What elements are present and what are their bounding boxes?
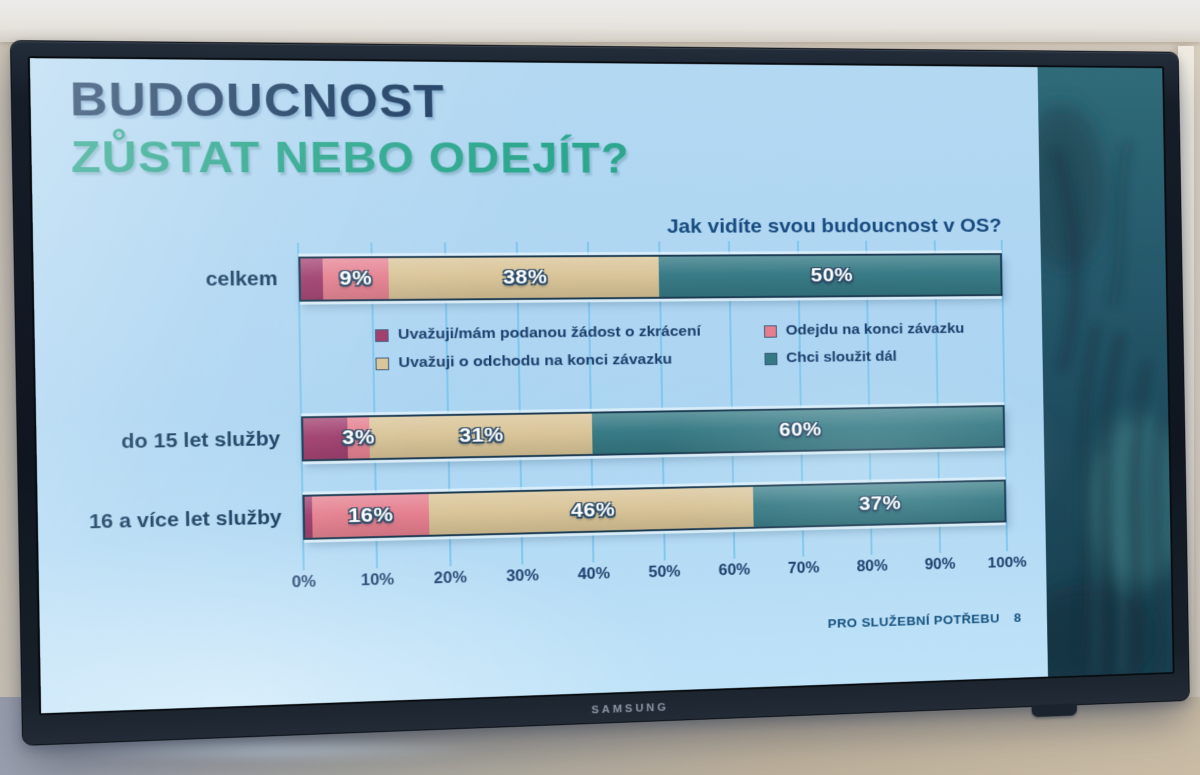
legend: Uvažuji/mám podanou žádost o zkrácení Ode…	[374, 320, 965, 373]
x-tick-label: 10%	[360, 571, 395, 590]
legend-label: Chci sloužit dál	[786, 348, 898, 366]
legend-item: Odejdu na konci závazku	[763, 320, 965, 340]
wall-top	[0, 0, 1200, 42]
x-tick-label: 60%	[718, 562, 751, 580]
x-tick-label: 100%	[987, 554, 1027, 572]
x-tick-label: 30%	[505, 567, 539, 586]
x-tick-label: 40%	[577, 565, 611, 584]
legend-item: Chci sloužit dál	[764, 348, 965, 367]
x-tick-label: 70%	[787, 560, 820, 578]
legend-swatch	[764, 352, 778, 365]
x-tick-label: 0%	[291, 573, 317, 592]
slide-title-line2: ZŮSTAT NEBO ODEJÍT?	[70, 131, 631, 183]
presentation-slide: BUDOUCNOST ZŮSTAT NEBO ODEJÍT? Jak vidít…	[29, 58, 1173, 714]
footer-classification: PRO SLUŽEBNÍ POTŘEBU	[827, 611, 1000, 631]
bar-value-label: 46%	[570, 498, 616, 522]
bar-value-label: 9%	[339, 266, 373, 290]
legend-item: Uvažuji/mám podanou žádost o zkrácení	[374, 323, 764, 344]
chart-title: Jak vidíte svou budoucnost v OS?	[666, 214, 1002, 238]
legend-swatch	[375, 356, 390, 370]
bar-value-label: 31%	[458, 423, 504, 447]
slide-title-line1: BUDOUCNOST	[69, 73, 446, 128]
legend-label: Uvažuji o odchodu na konci závazku	[398, 351, 673, 371]
x-tick-label: 50%	[648, 563, 681, 582]
samsung-tv: BUDOUCNOST ZŮSTAT NEBO ODEJÍT? Jak vidít…	[9, 40, 1190, 746]
chart-area: celkem 9% 38% 50% do 15 let služby 3% 31% 60% 16…	[89, 240, 1027, 591]
category-label: celkem	[205, 268, 278, 291]
x-tick-label: 90%	[924, 556, 956, 574]
x-tick-label: 80%	[856, 558, 888, 576]
grass-artwork	[1037, 67, 1173, 677]
bar-value-label: 16%	[347, 503, 394, 528]
bar-value-label: 50%	[810, 264, 854, 287]
category-label: 16 a více let služby	[88, 507, 282, 534]
tv-ir-sensor	[1031, 703, 1078, 718]
footer-page-number: 8	[1013, 610, 1022, 625]
slide-footer: PRO SLUŽEBNÍ POTŘEBU 8	[828, 610, 1022, 630]
bar-value-label: 60%	[778, 418, 822, 441]
legend-swatch	[763, 324, 777, 338]
legend-label: Odejdu na konci závazku	[785, 320, 965, 339]
tv-screen: BUDOUCNOST ZŮSTAT NEBO ODEJÍT? Jak vidít…	[27, 56, 1175, 716]
nature-side-image	[1037, 67, 1173, 677]
bar-value-label: 3%	[341, 425, 376, 449]
legend-label: Uvažuji/mám podanou žádost o zkrácení	[397, 323, 701, 343]
x-tick-label: 20%	[433, 569, 468, 588]
bar-value-label: 37%	[858, 492, 902, 515]
bar-value-label: 38%	[502, 265, 548, 289]
legend-swatch	[374, 328, 389, 342]
category-label: do 15 let služby	[121, 428, 281, 454]
